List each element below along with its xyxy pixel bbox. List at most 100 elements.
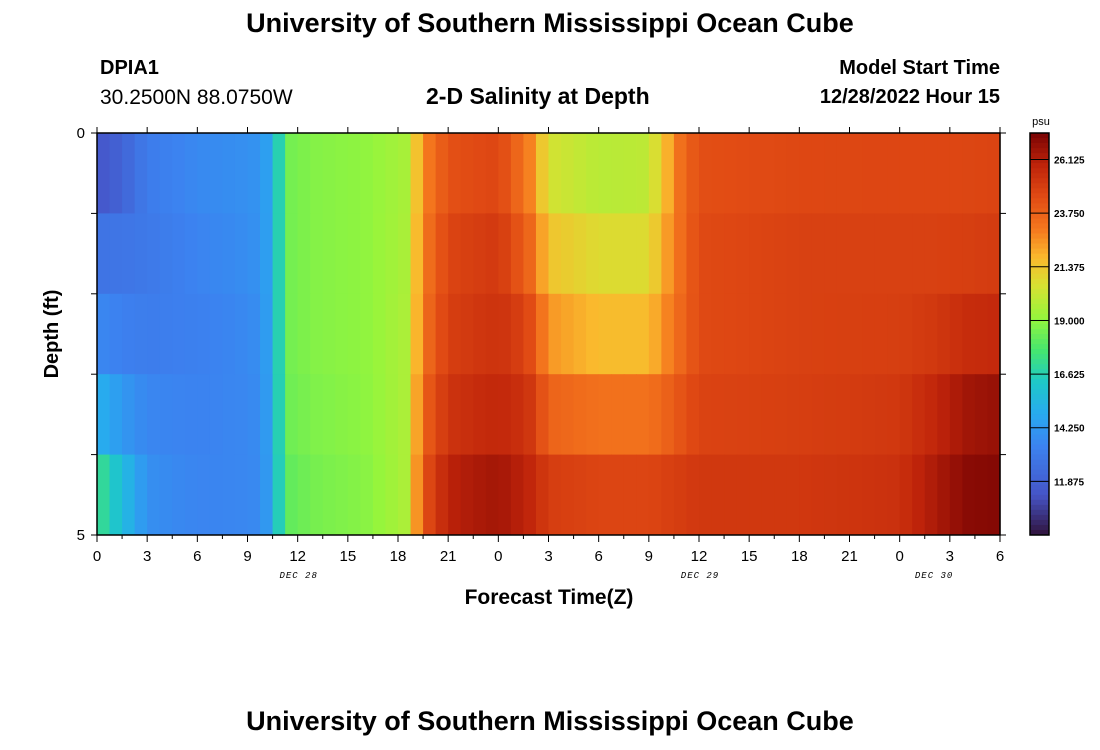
colorbar-segment — [1030, 178, 1049, 184]
heatmap-cell — [937, 293, 951, 375]
heatmap-cell — [335, 293, 349, 375]
heatmap-cell — [147, 374, 161, 455]
heatmap-cell — [372, 213, 387, 295]
heatmap-cell — [498, 454, 512, 536]
heatmap-cell — [360, 133, 374, 214]
colorbar-tick-label: 21.375 — [1054, 263, 1085, 274]
colorbar-segment — [1030, 339, 1049, 345]
heatmap-cell — [134, 374, 148, 455]
heatmap-cell — [510, 454, 525, 536]
heatmap-cell — [159, 374, 173, 455]
heatmap-cell — [372, 454, 387, 536]
heatmap-cell — [962, 454, 976, 536]
heatmap-cell — [962, 293, 976, 375]
heatmap-cell — [423, 213, 437, 295]
x-tick-label: 6 — [996, 548, 1004, 565]
colorbar-segment — [1030, 464, 1049, 471]
colorbar-segment — [1030, 308, 1049, 315]
heatmap-cell — [335, 133, 349, 214]
heatmap-cell — [410, 454, 424, 536]
heatmap-cell — [410, 374, 424, 455]
colorbar-segment — [1030, 519, 1049, 526]
heatmap-cell — [435, 293, 449, 375]
heatmap-cell — [197, 454, 211, 536]
heatmap-cell — [247, 293, 261, 375]
heatmap-cell — [435, 374, 449, 455]
heatmap-cell — [97, 374, 111, 455]
heatmap-cell — [523, 133, 537, 214]
heatmap-cell — [460, 374, 474, 455]
heatmap-cell — [310, 454, 324, 536]
heatmap-cell — [586, 133, 600, 214]
heatmap-cell — [423, 374, 437, 455]
colorbar-segment — [1030, 529, 1049, 536]
heatmap-cell — [322, 213, 336, 295]
heatmap-cell — [874, 133, 888, 214]
heatmap-cell — [147, 133, 161, 214]
heatmap-cell — [686, 133, 700, 214]
main-title: University of Southern Mississippi Ocean… — [246, 8, 854, 38]
heatmap-cell — [648, 133, 662, 214]
heatmap-cell — [573, 454, 587, 536]
heatmap-cell — [749, 374, 763, 455]
heatmap-cell — [184, 133, 198, 214]
heatmap-cell — [410, 133, 424, 214]
heatmap-cell — [561, 133, 575, 214]
colorbar-segment — [1030, 454, 1049, 461]
colorbar-segment — [1030, 349, 1049, 355]
heatmap-cell — [661, 454, 675, 536]
heatmap-cell — [623, 293, 637, 375]
colorbar-segment — [1030, 369, 1049, 375]
heatmap-cell — [260, 213, 274, 295]
heatmap-cell — [285, 133, 299, 214]
heatmap-cell — [159, 213, 173, 295]
heatmap-cell — [435, 213, 449, 295]
heatmap-cell — [736, 374, 750, 455]
heatmap-cell — [310, 293, 324, 375]
heatmap-cell — [611, 293, 625, 375]
heatmap-cell — [937, 454, 951, 536]
heatmap-cell — [924, 133, 938, 214]
colorbar-segment — [1030, 243, 1049, 250]
heatmap-cell — [448, 133, 462, 214]
heatmap-cell — [673, 213, 688, 295]
heatmap-cell — [648, 213, 662, 295]
colorbar-tick-label: 11.875 — [1054, 477, 1084, 488]
heatmap-cell — [222, 293, 236, 375]
heatmap-cell — [912, 374, 926, 455]
heatmap-cell — [297, 133, 311, 214]
heatmap-cell — [849, 293, 863, 375]
heatmap-cell — [924, 293, 938, 375]
heatmap-cell — [899, 374, 913, 455]
heatmap-cell — [285, 213, 299, 295]
heatmap-cell — [272, 133, 286, 214]
heatmap-cell — [749, 213, 763, 295]
heatmap-cell — [648, 293, 662, 375]
heatmap-cell — [134, 213, 148, 295]
colorbar-segment — [1030, 218, 1049, 224]
heatmap-cell — [209, 454, 224, 536]
heatmap-cell — [423, 293, 437, 375]
heatmap-cell — [636, 454, 650, 536]
heatmap-cell — [623, 213, 637, 295]
heatmap-cell — [899, 454, 913, 536]
heatmap-cell — [234, 454, 249, 536]
heatmap-cell — [887, 133, 901, 214]
heatmap-cell — [774, 133, 788, 214]
x-tick-label: 6 — [594, 548, 602, 565]
heatmap-cell — [724, 293, 738, 375]
x-tick-label: 18 — [390, 548, 407, 565]
colorbar-tick-label: 16.625 — [1054, 370, 1085, 381]
heatmap-cell — [322, 293, 336, 375]
heatmap-cell — [937, 133, 951, 214]
heatmap-cells — [97, 133, 1001, 536]
heatmap-cell — [761, 293, 775, 375]
heatmap-cell — [974, 133, 989, 214]
heatmap-cell — [711, 213, 725, 295]
heatmap-cell — [912, 454, 926, 536]
heatmap-cell — [297, 293, 311, 375]
heatmap-cell — [623, 374, 637, 455]
heatmap-cell — [724, 133, 738, 214]
colorbar-segment — [1030, 424, 1049, 430]
heatmap-cell — [498, 374, 512, 455]
